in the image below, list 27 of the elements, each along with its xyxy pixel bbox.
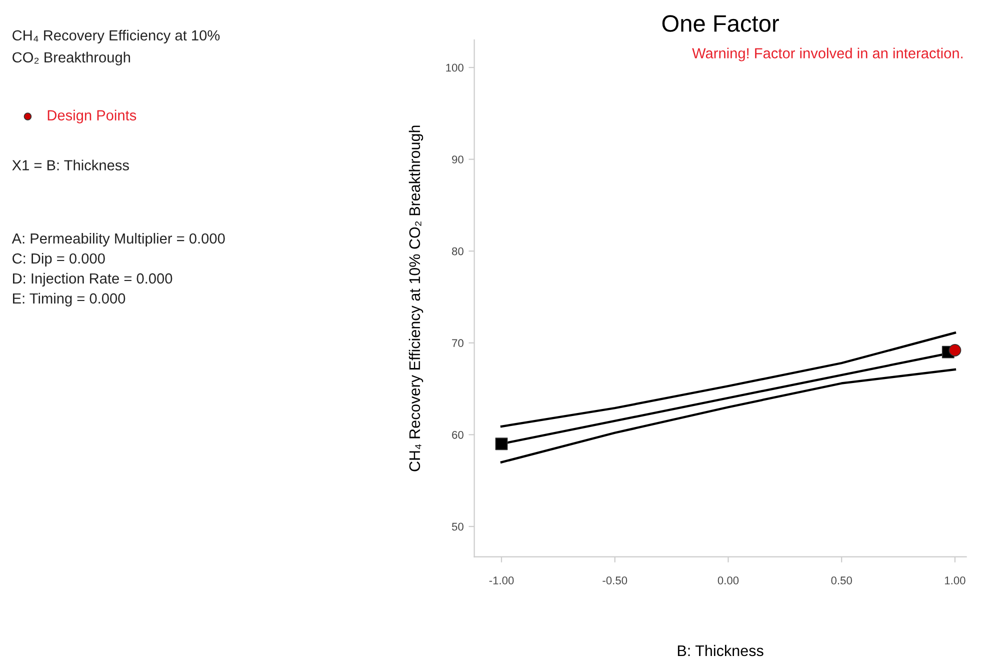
- y-tick-label: 60: [452, 430, 464, 439]
- y-axis-title: CH₄ Recovery Efficiency at 10% CO₂ Breakthrough: [408, 126, 424, 472]
- y-tick-label: 80: [452, 247, 464, 256]
- text: CO₂ Breakthrough: [12, 52, 130, 66]
- line-series: [500, 368, 956, 464]
- legend-label: Design Points: [48, 110, 136, 124]
- x-tick-label: 1.00: [944, 576, 966, 584]
- y-tick-label: 70: [452, 339, 464, 348]
- text: CH₄ Recovery Efficiency at 10%: [12, 30, 220, 44]
- y-tick-label: 50: [452, 522, 464, 531]
- text: A: Permeability Multiplier = 0.000: [12, 232, 225, 247]
- text: E: Timing = 0.000: [13, 292, 126, 306]
- x-tick-label: -0.50: [602, 576, 628, 584]
- y-tick-label: 100: [446, 64, 464, 72]
- annotation: Warning! Factor involved in an interaction.: [692, 48, 963, 62]
- point: [495, 438, 508, 450]
- text: C: Dip = 0.000: [12, 252, 105, 267]
- line-series: [500, 332, 956, 428]
- point: [948, 344, 962, 356]
- chart-title: One Factor: [662, 15, 779, 32]
- text: D: Injection Rate = 0.000: [13, 272, 172, 287]
- x-tick-label: 0.50: [831, 576, 852, 584]
- x-axis-title: B: Thickness: [678, 644, 764, 656]
- x-tick-label: 0.00: [718, 576, 739, 584]
- y-tick-label: 90: [452, 156, 464, 164]
- x-tick-label: -1.00: [489, 576, 514, 584]
- text: X1 = B: Thickness: [12, 160, 129, 170]
